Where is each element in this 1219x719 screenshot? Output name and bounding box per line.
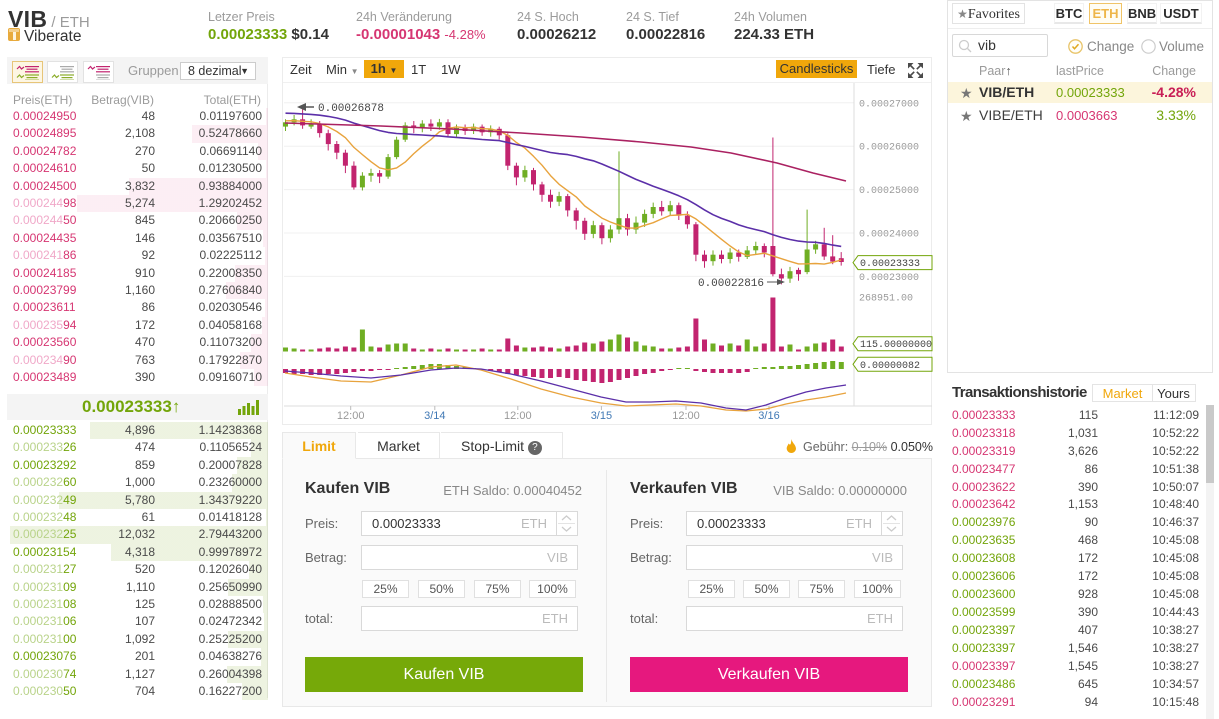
svg-text:3/14: 3/14 xyxy=(424,410,445,422)
svg-text:0.00023000: 0.00023000 xyxy=(859,273,919,284)
svg-text:0.00027000: 0.00027000 xyxy=(859,99,919,110)
svg-text:12:00: 12:00 xyxy=(504,410,532,422)
svg-text:0.00023333: 0.00023333 xyxy=(860,259,920,270)
svg-text:0.00000082: 0.00000082 xyxy=(860,361,920,372)
svg-text:12:00: 12:00 xyxy=(672,410,700,422)
svg-text:268951.00: 268951.00 xyxy=(859,294,913,305)
svg-text:0.00024000: 0.00024000 xyxy=(859,230,919,241)
svg-text:0.00022816: 0.00022816 xyxy=(698,278,764,290)
svg-text:115.00000000: 115.00000000 xyxy=(860,340,932,351)
svg-text:3/16: 3/16 xyxy=(758,410,779,422)
svg-text:0.00026878: 0.00026878 xyxy=(318,103,384,115)
svg-text:0.00026000: 0.00026000 xyxy=(859,143,919,154)
svg-text:12:00: 12:00 xyxy=(337,410,365,422)
svg-text:0.00025000: 0.00025000 xyxy=(859,186,919,197)
svg-text:3/15: 3/15 xyxy=(591,410,612,422)
